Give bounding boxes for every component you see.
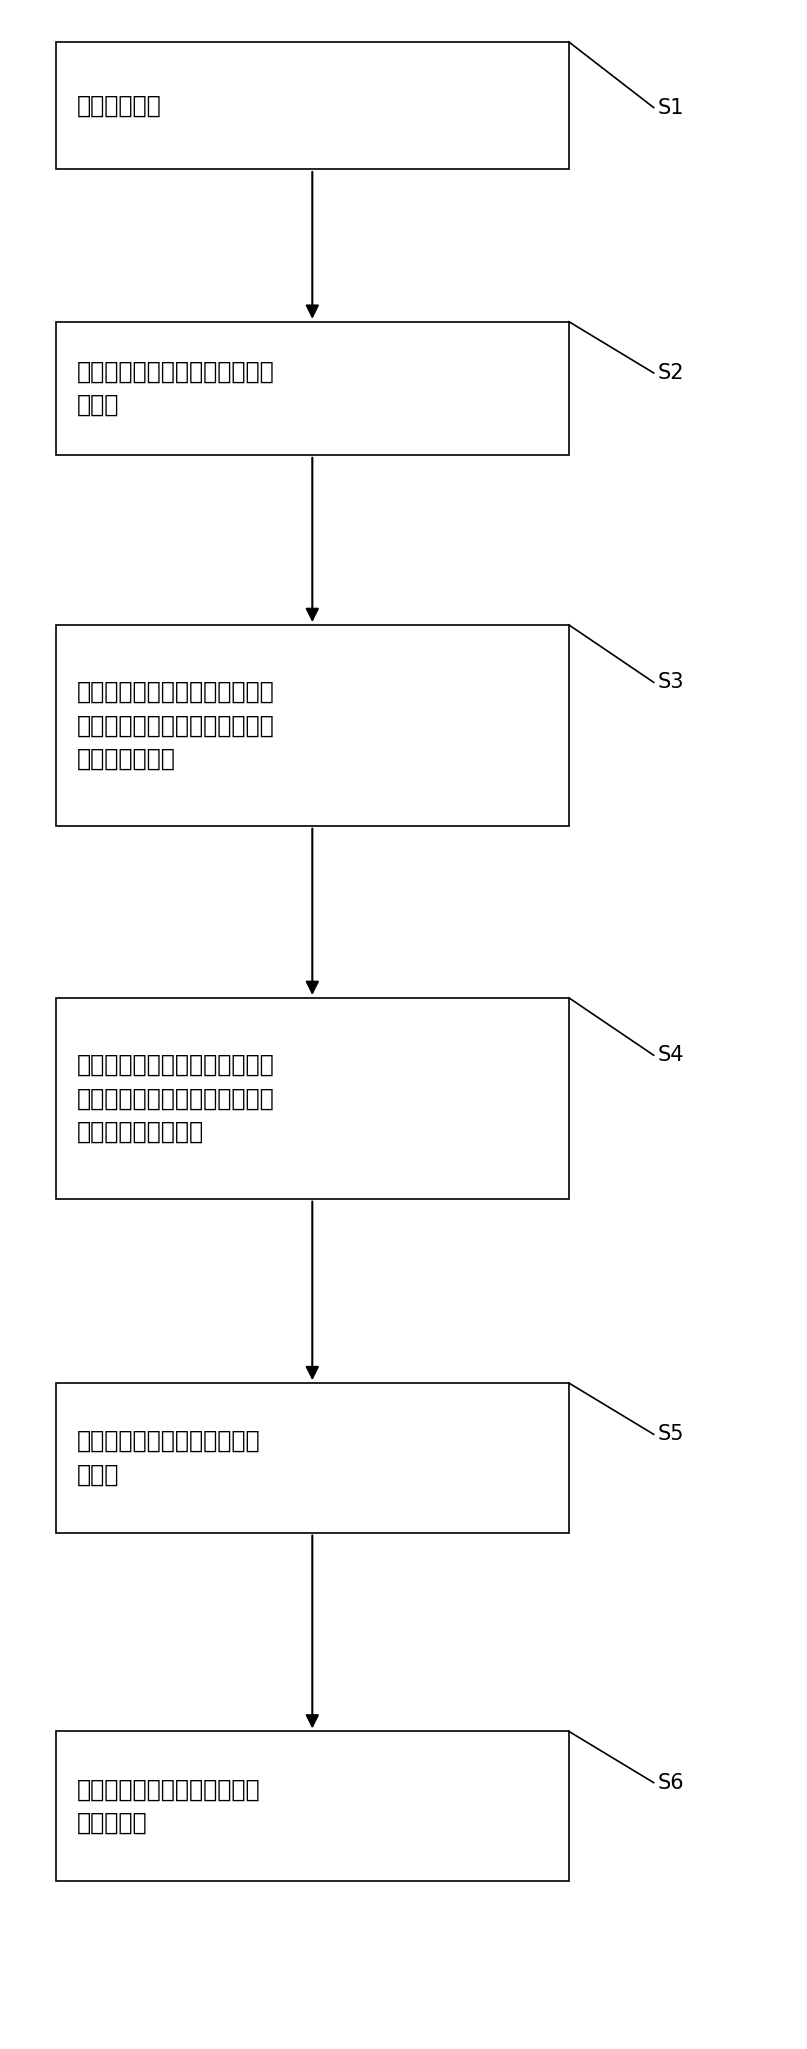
Bar [56,998,569,1199]
Text: 在烧结磁体的制造设备内充入惰
性气体: 在烧结磁体的制造设备内充入惰 性气体 [77,359,274,418]
Bar [56,41,569,170]
Text: 将生坯传输至真空烧结炉内进
行烧结: 将生坯传输至真空烧结炉内进 行烧结 [77,1428,261,1488]
Text: 将压坯传输至烧结磁体的制造设
备内的软胶模等静压机内，进行
二次压型而形成生坯: 将压坯传输至烧结磁体的制造设 备内的软胶模等静压机内，进行 二次压型而形成生坯 [77,1053,274,1143]
Text: S5: S5 [658,1424,684,1445]
Text: 将细粉加入至烧结磁体的制造设
备内的粉末成型模压机内，进行
压型而形成压坯: 将细粉加入至烧结磁体的制造设 备内的粉末成型模压机内，进行 压型而形成压坯 [77,680,274,770]
Text: S1: S1 [658,98,684,117]
Text: 烧结完成后进行二次时效，得
到烧结磁体: 烧结完成后进行二次时效，得 到烧结磁体 [77,1776,261,1836]
Text: S4: S4 [658,1045,684,1065]
Text: S2: S2 [658,363,684,383]
Text: S3: S3 [658,672,684,693]
Text: S6: S6 [658,1772,684,1793]
Bar [56,1731,569,1881]
Bar [56,625,569,826]
Text: 制备磁体细粉: 制备磁体细粉 [77,94,161,117]
Bar [56,322,569,455]
Bar [56,1383,569,1533]
